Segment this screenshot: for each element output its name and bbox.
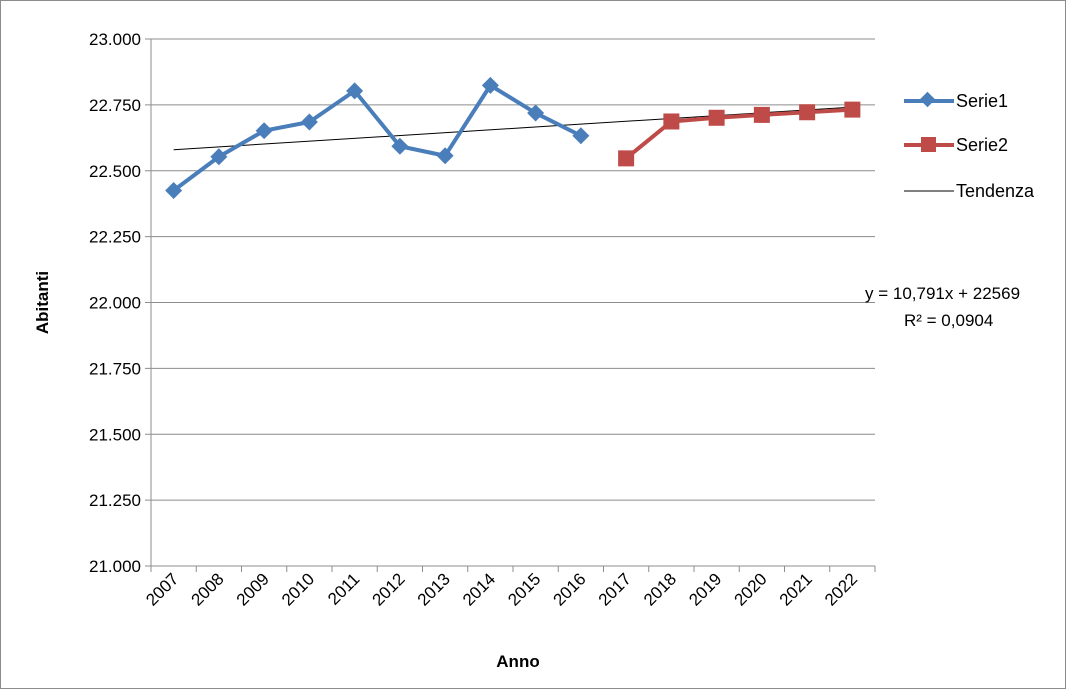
x-tick-label: 2021 xyxy=(776,569,816,609)
data-point-serie1 xyxy=(346,82,364,100)
axes xyxy=(150,39,875,567)
x-tick-label: 2015 xyxy=(504,569,544,609)
y-tick-label: 21.250 xyxy=(89,491,141,510)
data-point-serie2 xyxy=(844,101,861,118)
x-axis-title: Anno xyxy=(496,652,539,671)
x-tick-label: 2020 xyxy=(731,569,771,609)
data-point-serie1 xyxy=(255,122,273,140)
x-tick-label: 2017 xyxy=(595,569,635,609)
x-tick-label: 2010 xyxy=(278,569,318,609)
series-line-serie2 xyxy=(624,107,853,160)
data-point-serie2 xyxy=(663,113,680,130)
legend-label-serie1: Serie1 xyxy=(956,91,1008,111)
data-point-serie2 xyxy=(708,109,725,126)
data-point-serie2 xyxy=(753,106,770,123)
y-tick-label: 22.250 xyxy=(89,228,141,247)
legend-item-serie1: Serie1 xyxy=(904,91,1008,111)
x-tick-label: 2013 xyxy=(414,569,454,609)
y-tick-label: 21.750 xyxy=(89,359,141,378)
series-line-serie1 xyxy=(172,83,582,193)
x-tick-label: 2022 xyxy=(821,569,861,609)
data-point-serie2 xyxy=(618,150,635,167)
y-axis-title: Abitanti xyxy=(33,271,52,334)
data-point-serie1 xyxy=(391,137,409,155)
legend: Serie1 Serie2 Tendenza xyxy=(904,91,1035,201)
data-point-serie1 xyxy=(481,76,499,94)
x-tick-label: 2014 xyxy=(459,569,499,609)
y-tick-label: 21.000 xyxy=(89,557,141,576)
legend-label-serie2: Serie2 xyxy=(956,135,1008,155)
legend-label-tendenza: Tendenza xyxy=(956,181,1035,201)
legend-marker-serie2 xyxy=(921,137,936,152)
legend-item-tendenza: Tendenza xyxy=(904,181,1035,201)
x-tick-label: 2007 xyxy=(142,569,182,609)
gridlines xyxy=(145,38,876,572)
legend-marker-serie1 xyxy=(919,91,936,108)
series xyxy=(165,76,861,199)
y-tick-label: 22.750 xyxy=(89,96,141,115)
legend-item-serie2: Serie2 xyxy=(904,135,1008,155)
x-tick-label: 2019 xyxy=(685,569,725,609)
trendline xyxy=(173,106,853,151)
data-point-serie2 xyxy=(799,104,816,121)
x-tick-label: 2011 xyxy=(324,569,363,608)
y-tick-label: 23.000 xyxy=(89,30,141,49)
y-tick-label: 22.500 xyxy=(89,162,141,181)
data-point-serie1 xyxy=(527,104,545,122)
trendline-line xyxy=(173,106,853,151)
x-tick-label: 2009 xyxy=(233,569,273,609)
data-point-serie1 xyxy=(300,113,318,131)
data-point-serie1 xyxy=(572,127,590,145)
x-tick-label: 2012 xyxy=(369,569,409,609)
data-point-serie1 xyxy=(436,147,454,165)
y-tick-label: 21.500 xyxy=(89,425,141,444)
y-tick-labels: 21.000 21.250 21.500 21.750 22.000 22.250 22.5… xyxy=(89,30,141,576)
trendline-equation: y = 10,791x + 22569 xyxy=(865,284,1020,303)
y-tick-label: 22.000 xyxy=(89,294,141,313)
x-tick-label: 2018 xyxy=(640,569,680,609)
x-tick-label: 2008 xyxy=(188,569,228,609)
trendline-r-squared: R² = 0,0904 xyxy=(904,311,993,330)
data-point-serie1 xyxy=(165,182,183,199)
x-tick-labels: 2007 2008 2009 2010 2011 2012 2013 2014 2015 2016… xyxy=(142,569,861,609)
data-point-serie1 xyxy=(210,148,228,166)
x-tick-label: 2016 xyxy=(550,569,590,609)
